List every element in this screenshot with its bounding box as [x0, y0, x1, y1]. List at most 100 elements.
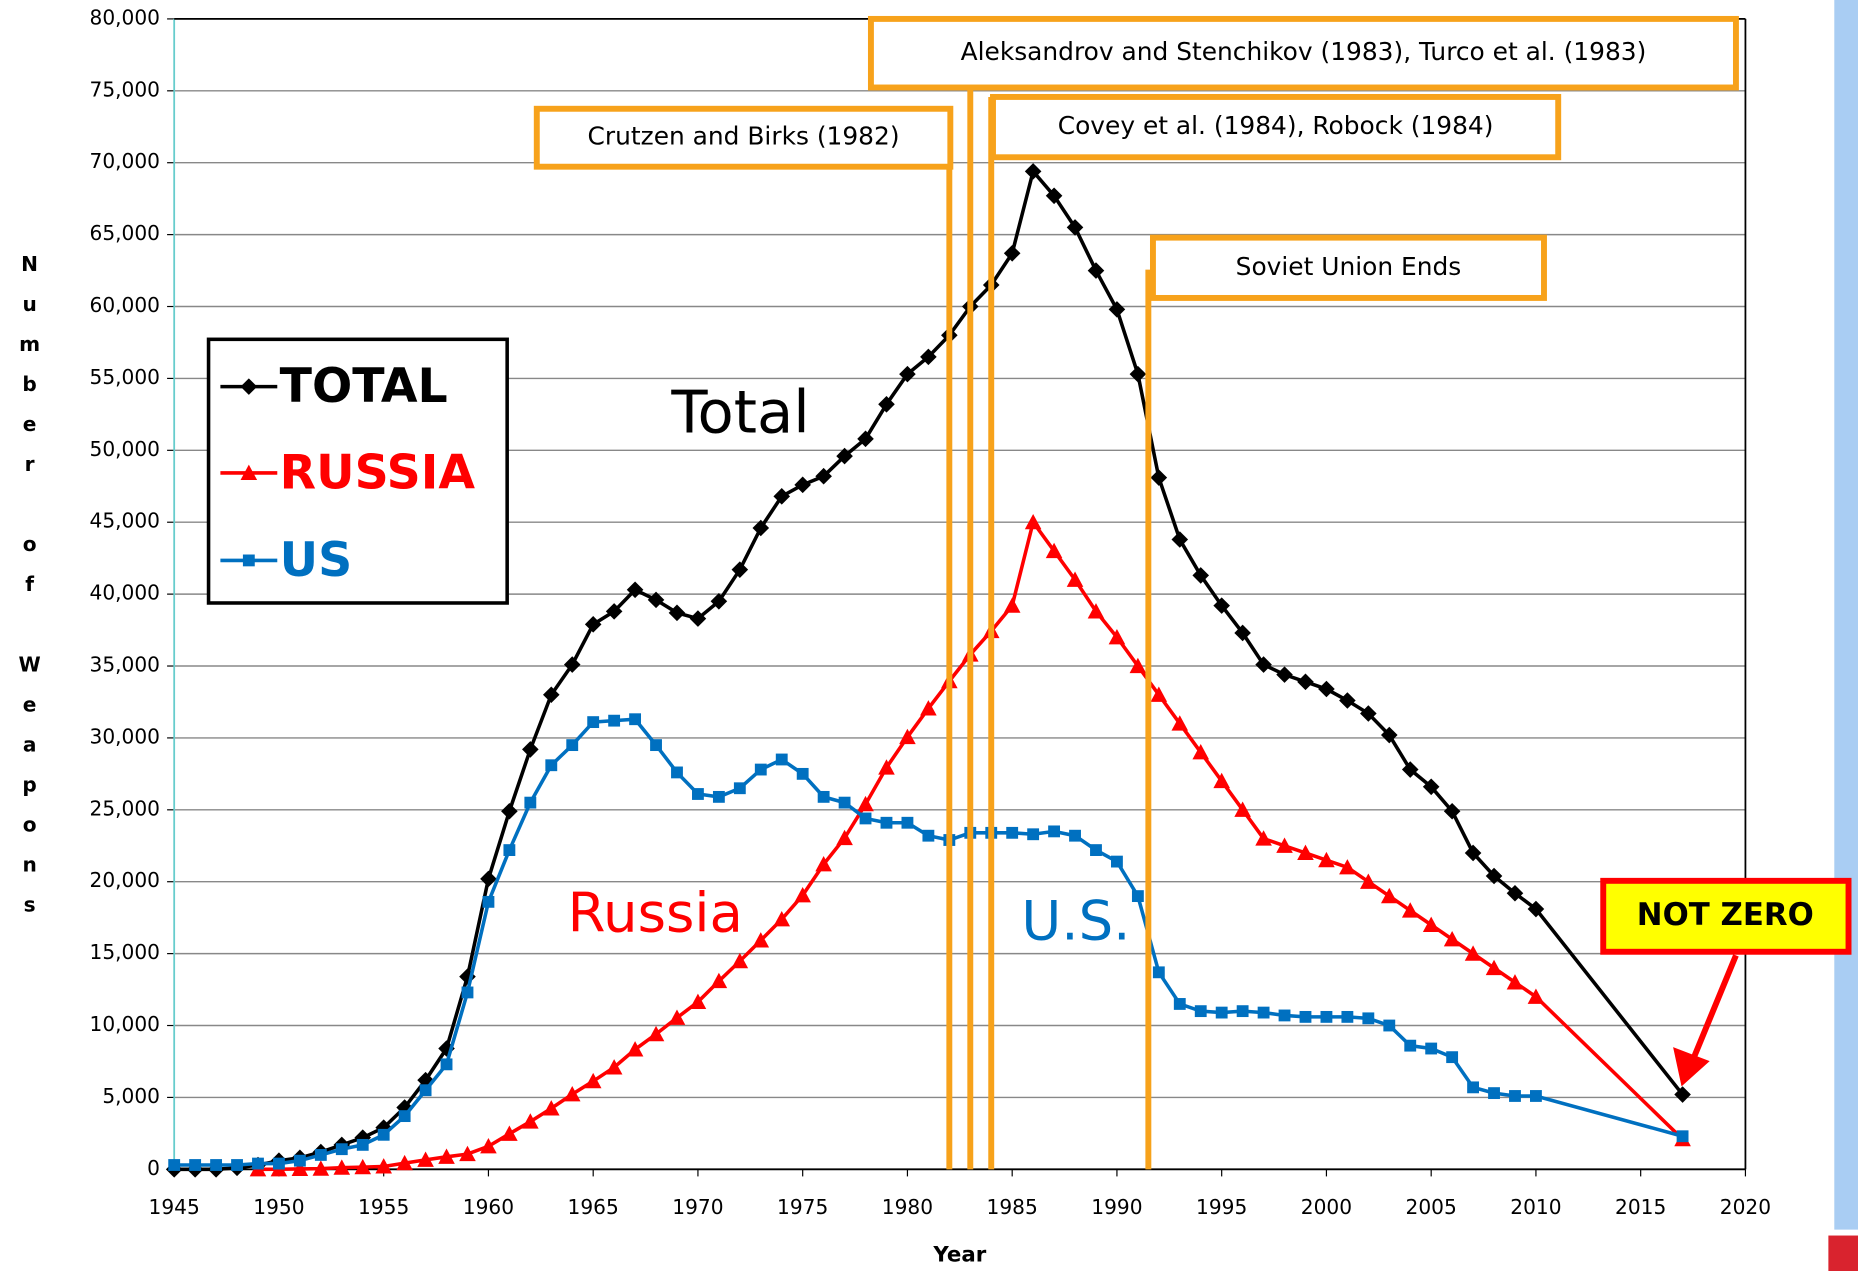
- x-tick-label: 1945: [149, 1195, 200, 1219]
- y-tick-label: 45,000: [90, 509, 160, 533]
- data-point: [503, 844, 516, 856]
- series-label: Russia: [568, 880, 743, 944]
- data-point: [752, 932, 770, 948]
- data-point: [899, 728, 916, 745]
- data-point: [459, 1145, 476, 1162]
- data-point: [1213, 772, 1230, 789]
- y-axis-label: Number of Weapons: [18, 252, 42, 933]
- y-tick-label: 60,000: [90, 293, 160, 317]
- data-point: [1129, 657, 1147, 674]
- data-point: [817, 790, 830, 803]
- arrow-shaft: [1689, 954, 1739, 1063]
- data-point: [314, 1149, 327, 1161]
- data-point: [1425, 1042, 1438, 1055]
- data-point: [710, 972, 728, 989]
- data-point: [210, 1159, 223, 1171]
- data-point: [1048, 825, 1061, 838]
- legend-marker: [240, 464, 258, 481]
- data-point: [1383, 1019, 1396, 1032]
- legend-marker: [240, 378, 258, 395]
- data-point: [417, 1151, 434, 1167]
- annotation-box: [990, 93, 1562, 161]
- x-tick-label: 1960: [463, 1195, 514, 1219]
- x-tick-label: 2005: [1406, 1195, 1457, 1219]
- data-point: [1488, 1087, 1500, 1100]
- data-point: [1360, 705, 1377, 722]
- data-point: [1192, 744, 1210, 760]
- data-point: [1464, 844, 1482, 862]
- data-point: [1401, 761, 1419, 778]
- data-point: [668, 604, 686, 622]
- y-tick-label: 65,000: [90, 221, 160, 245]
- data-point: [584, 616, 602, 633]
- data-point: [815, 467, 832, 485]
- data-point: [1509, 1090, 1521, 1102]
- data-point: [775, 753, 788, 766]
- data-point: [522, 741, 539, 758]
- x-axis-label: Year: [932, 1243, 986, 1268]
- data-point: [605, 603, 623, 620]
- y-tick-label: 30,000: [90, 724, 160, 748]
- data-point: [629, 713, 642, 726]
- annotation-text: Covey et al. (1984), Robock (1984): [1058, 111, 1494, 140]
- data-point: [522, 1113, 539, 1129]
- data-point: [733, 782, 746, 795]
- data-point: [608, 714, 621, 727]
- data-point: [731, 952, 749, 969]
- data-point: [1006, 826, 1019, 839]
- data-point: [1194, 1005, 1207, 1018]
- data-point: [1339, 859, 1356, 875]
- data-point: [1236, 1005, 1249, 1018]
- data-point: [880, 816, 893, 829]
- annotation-text: Crutzen and Birks (1982): [588, 122, 900, 151]
- annotation-text: Soviet Union Ends: [1236, 252, 1462, 281]
- data-point: [1404, 1039, 1417, 1052]
- legend-label: TOTAL: [280, 359, 448, 414]
- data-point: [710, 593, 728, 610]
- x-tick-label: 2000: [1301, 1195, 1352, 1219]
- legend-label: US: [280, 533, 353, 588]
- y-tick-label: 35,000: [90, 653, 160, 677]
- data-point: [1446, 1051, 1459, 1064]
- data-point: [1257, 1006, 1270, 1019]
- data-point: [563, 656, 581, 673]
- data-point: [1297, 844, 1314, 861]
- corner-square: [1828, 1235, 1858, 1271]
- series-label: U.S.: [1021, 889, 1130, 953]
- data-point: [542, 1100, 560, 1116]
- data-point: [1234, 624, 1251, 642]
- data-point: [712, 790, 725, 803]
- side-strip: [1834, 0, 1858, 1230]
- x-tick-label: 1975: [777, 1195, 828, 1219]
- x-tick-label: 1990: [1091, 1195, 1142, 1219]
- data-point: [1318, 680, 1335, 698]
- x-tick-label: 1985: [987, 1195, 1038, 1219]
- y-tick-label: 50,000: [90, 437, 160, 461]
- x-tick-label: 1980: [882, 1195, 933, 1219]
- data-point: [375, 1158, 392, 1174]
- data-point: [273, 1157, 285, 1170]
- data-point: [291, 1160, 309, 1177]
- data-point: [231, 1159, 243, 1171]
- data-point: [545, 759, 558, 772]
- data-point: [920, 700, 937, 716]
- data-point: [1024, 513, 1042, 530]
- data-point: [501, 1125, 518, 1141]
- data-point: [836, 829, 853, 846]
- data-point: [920, 348, 937, 366]
- data-point: [1297, 673, 1314, 691]
- data-point: [1276, 666, 1293, 683]
- data-point: [689, 610, 707, 627]
- data-point: [1380, 887, 1398, 904]
- data-point: [1129, 365, 1147, 383]
- annotation-text: Aleksandrov and Stenchikov (1983), Turco…: [961, 37, 1647, 66]
- data-point: [396, 1154, 413, 1171]
- x-tick-label: 1950: [253, 1195, 304, 1219]
- y-tick-label: 15,000: [90, 940, 160, 964]
- data-point: [692, 788, 704, 800]
- annotation-box: [1149, 234, 1547, 301]
- x-tick-label: 1965: [568, 1195, 619, 1219]
- data-point: [566, 739, 579, 752]
- not-zero-box: [1600, 877, 1852, 955]
